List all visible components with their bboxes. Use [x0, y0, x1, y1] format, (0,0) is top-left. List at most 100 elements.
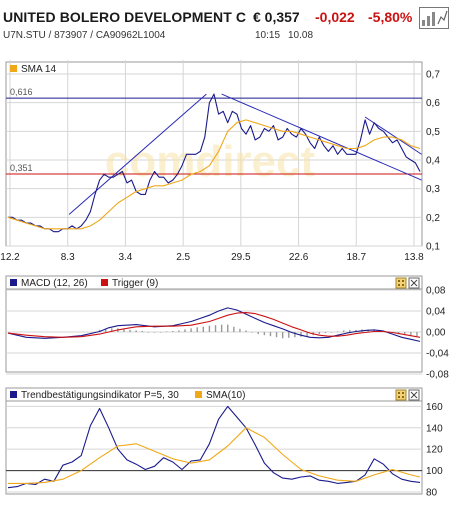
x-tick-label: 3.4: [118, 252, 132, 263]
histogram-bar: [257, 332, 259, 335]
price-series: [7, 93, 421, 233]
y-tick-label: 0,3: [426, 184, 440, 195]
histogram-bar: [410, 332, 412, 336]
y-tick-label: 0,00: [426, 328, 446, 339]
histogram-bar: [263, 332, 266, 336]
y-tick-label: 0,2: [426, 213, 440, 224]
exchange-logo-icon: [419, 7, 449, 29]
legend-label-sma10: SMA(10): [206, 390, 245, 401]
histogram-bar: [214, 325, 217, 332]
tbi-y-axis: 160 140 120 100 80: [426, 402, 443, 499]
histogram-bar: [300, 332, 302, 337]
y-tick-label: 0,7: [426, 70, 440, 81]
x-tick-label: 18.7: [347, 252, 367, 263]
watermark-text: comdirect: [105, 137, 316, 186]
histogram-bar: [178, 330, 180, 332]
quote-header: UNITED BOLERO DEVELOPMENT C € 0,357 -0,0…: [0, 0, 451, 46]
histogram-bar: [165, 331, 168, 333]
x-tick-label: 22.6: [289, 252, 309, 263]
legend-swatch-macd: [10, 279, 17, 286]
legend-label-sma14: SMA 14: [21, 64, 56, 75]
macd-close-icon[interactable]: [408, 277, 420, 289]
macd-plot-frame: [5, 275, 423, 373]
series-line-sma-10: [8, 427, 421, 484]
histogram-bar: [111, 328, 113, 332]
series-line-trendbest-tigungsindikator-p-5-30: [7, 405, 421, 489]
histogram-bar: [288, 332, 290, 338]
histogram-bar: [172, 330, 174, 332]
price-change-percent: -5,80%: [368, 9, 413, 25]
reference-line-label: 0,616: [10, 87, 33, 97]
histogram-bar: [239, 328, 241, 332]
histogram-bar: [129, 329, 131, 332]
tbi-settings-icon[interactable]: [395, 389, 407, 401]
histogram-bar: [104, 328, 107, 332]
trendline: [221, 93, 422, 181]
histogram-bar: [184, 329, 186, 332]
tbi-close-icon[interactable]: [408, 389, 420, 401]
instrument-identifiers: U7N.STU / 873907 / CA90962L1004: [3, 30, 166, 41]
histogram-bar: [202, 326, 205, 332]
histogram-bar: [336, 331, 339, 333]
histogram-bar: [220, 324, 223, 332]
last-price: € 0,357: [253, 9, 300, 25]
y-tick-label: -0,04: [426, 349, 449, 360]
series-line-trigger-9: [7, 312, 421, 338]
macd-chart: MACD (12, 26) Trigger (9) 0,08 0,04 0,00 -0…: [5, 275, 449, 381]
x-tick-label: 13.8: [404, 252, 424, 263]
histogram-bar: [404, 332, 406, 336]
tbi-plot-frame: [5, 387, 423, 495]
x-tick-label: 29.5: [231, 252, 251, 263]
tbi-series: [7, 405, 421, 489]
legend-swatch-tbi: [10, 391, 17, 398]
macd-grid: [6, 289, 422, 375]
trend-indicator-chart: Trendbestätigungsindikator P=5, 30 SMA(1…: [5, 387, 443, 499]
quote-date: 10.08: [288, 30, 314, 41]
histogram-bar: [245, 330, 247, 332]
y-tick-label: 80: [426, 488, 438, 499]
y-tick-label: 140: [426, 423, 443, 434]
macd-series: [7, 307, 421, 342]
legend-swatch-trigger: [101, 279, 108, 286]
histogram-bar: [123, 329, 125, 332]
price-chart: comdirect 0,616 0,351 SMA 14 0,7 0,6 0,5 0,4…: [0, 60, 440, 263]
x-tick-label: 12.2: [0, 252, 20, 263]
y-tick-label: 160: [426, 402, 443, 413]
histogram-bar: [343, 330, 345, 332]
histogram-bar: [159, 332, 162, 333]
histogram-bar: [147, 332, 150, 333]
macd-histogram: [98, 324, 418, 339]
histogram-bar: [190, 328, 192, 332]
histogram-bar: [208, 325, 211, 332]
y-tick-label: -0,08: [426, 370, 449, 381]
histogram-bar: [318, 332, 320, 335]
y-tick-label: 0,6: [426, 98, 440, 109]
histogram-bar: [153, 332, 156, 333]
histogram-bar: [324, 332, 327, 334]
y-tick-label: 0,5: [426, 127, 440, 138]
histogram-bar: [233, 326, 235, 332]
instrument-title: UNITED BOLERO DEVELOPMENT C: [3, 9, 247, 25]
histogram-bar: [227, 324, 229, 332]
histogram-bar: [196, 327, 198, 332]
y-tick-label: 100: [426, 466, 443, 477]
histogram-bar: [330, 332, 333, 333]
x-tick-label: 8.3: [61, 252, 75, 263]
series-line-macd-12-26: [7, 307, 421, 342]
histogram-bar: [349, 329, 351, 332]
quote-time: 10:15: [255, 30, 281, 41]
y-tick-label: 120: [426, 445, 443, 456]
histogram-bar: [306, 332, 308, 337]
legend-label-tbi: Trendbestätigungsindikator P=5, 30: [21, 390, 179, 401]
macd-y-axis: 0,08 0,04 0,00 -0,04 -0,08: [426, 286, 449, 381]
histogram-bar: [275, 332, 278, 338]
legend-swatch-sma14: [10, 65, 17, 72]
legend-label-macd: MACD (12, 26): [21, 278, 88, 289]
histogram-bar: [416, 332, 418, 337]
histogram-bar: [269, 332, 272, 337]
macd-settings-icon[interactable]: [395, 277, 407, 289]
legend-swatch-sma10: [195, 391, 202, 398]
legend-label-trigger: Trigger (9): [112, 278, 158, 289]
histogram-bar: [141, 330, 143, 332]
y-tick-label: 0,1: [426, 242, 440, 253]
